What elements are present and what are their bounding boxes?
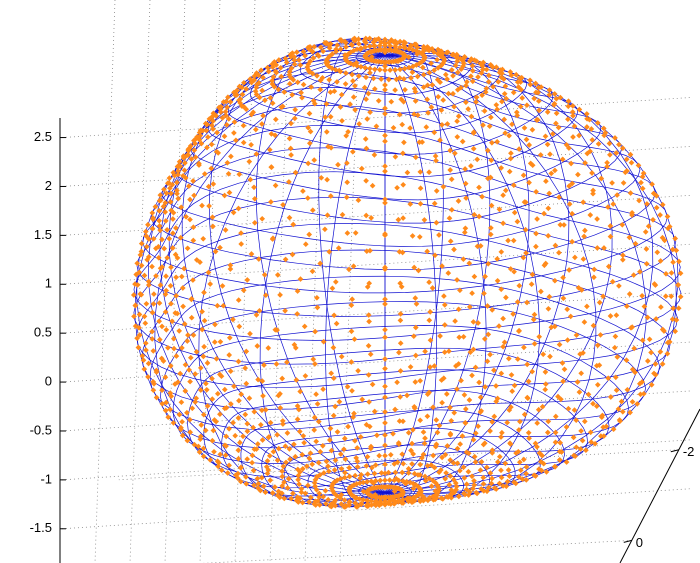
- chart: 2.5 2 1.5 1 0.5 0 -0.5 -1 -1.5 -2 0: [0, 0, 700, 563]
- z-tick-label: 2: [45, 178, 52, 193]
- y-tick-label: -2: [683, 444, 695, 459]
- z-tick-label: 2.5: [34, 129, 52, 144]
- z-tick-label: -1: [40, 471, 52, 486]
- z-tick-label: -0.5: [30, 422, 52, 437]
- z-tick-label: -1.5: [30, 520, 52, 535]
- z-tick-label: 0.5: [34, 325, 52, 340]
- y-tick-label: 0: [636, 535, 643, 550]
- z-tick-label: 0: [45, 374, 52, 389]
- z-tick-label: 1.5: [34, 227, 52, 242]
- z-tick-label: 1: [45, 276, 52, 291]
- page: 2.521.510.50-0.5-1-1.5-20 (() => { const…: [0, 0, 700, 563]
